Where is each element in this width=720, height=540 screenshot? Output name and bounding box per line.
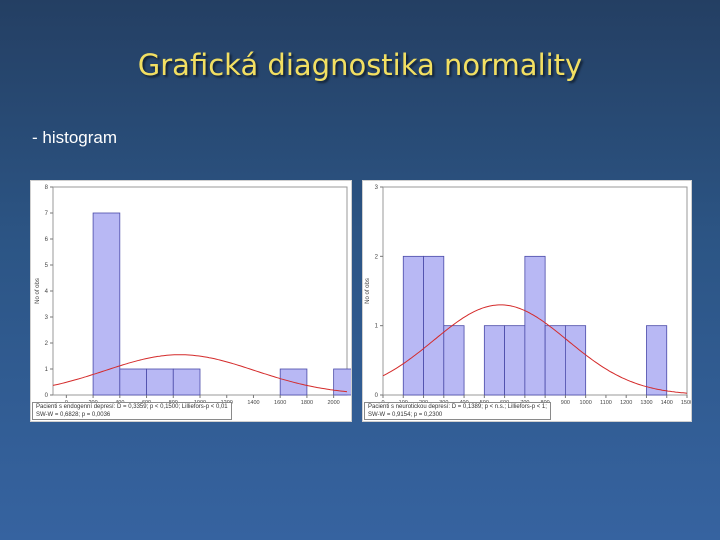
histogram-bar [333,368,351,396]
histogram-bar [504,325,526,396]
stats-caption-right: Pacienti s neurotickou depresí: D = 0,13… [364,402,551,420]
histogram-bar [564,325,587,396]
x-tick-label: 1300 [640,400,652,406]
y-tick-label: 2 [45,341,49,347]
x-tick-label: 1200 [620,400,632,406]
x-tick-label: 1000 [580,400,592,406]
x-tick-label: 2000 [328,400,340,406]
y-tick-label: 0 [375,393,379,399]
y-tick-label: 7 [45,211,49,217]
caption-line: SW-W = 0,6828; p = 0,0036 [36,412,111,418]
slide-title: Grafická diagnostika normality [137,48,583,82]
histogram-bar [92,212,121,396]
y-tick-label: 3 [375,185,379,191]
y-tick-label: 0 [45,393,49,399]
histogram-bar [443,325,465,396]
y-tick-label: 1 [375,324,379,330]
y-tick-label: 3 [45,315,49,321]
x-tick-label: 1500 [681,400,691,406]
y-axis-label: No of obs [35,278,41,304]
y-tick-label: 4 [45,289,49,295]
histogram-bar [172,368,201,396]
x-tick-label: 1400 [661,400,673,406]
x-tick-label: 1400 [247,400,259,406]
histogram-bar [483,325,506,396]
histogram-bar [524,255,546,396]
histogram-bar [646,325,668,396]
y-tick-label: 5 [45,263,49,269]
y-axis-label: No of obs [365,278,371,304]
caption-line: SW-W = 0,9154; p = 0,2300 [368,412,443,418]
x-tick-label: 1100 [600,400,612,406]
histogram-bar [119,368,147,396]
caption-line: Pacienti s endogenní depresí: D = 0,3359… [36,404,228,410]
x-tick-label: 1600 [274,400,286,406]
stats-caption-left: Pacienti s endogenní depresí: D = 0,3359… [32,402,232,420]
x-tick-label: 1800 [301,400,313,406]
y-tick-label: 2 [375,254,379,260]
caption-line: Pacienti s neurotickou depresí: D = 0,13… [368,404,547,410]
normal-curve [52,354,348,393]
x-tick-label: 900 [561,400,570,406]
y-tick-label: 8 [45,185,49,191]
y-tick-label: 1 [45,367,49,373]
histogram-bar [146,368,174,396]
histogram-bar [423,255,445,396]
y-tick-label: 6 [45,237,49,243]
normal-curve [382,304,688,394]
slide-subtitle: - histogram [32,128,118,147]
histogram-bar [402,255,424,396]
